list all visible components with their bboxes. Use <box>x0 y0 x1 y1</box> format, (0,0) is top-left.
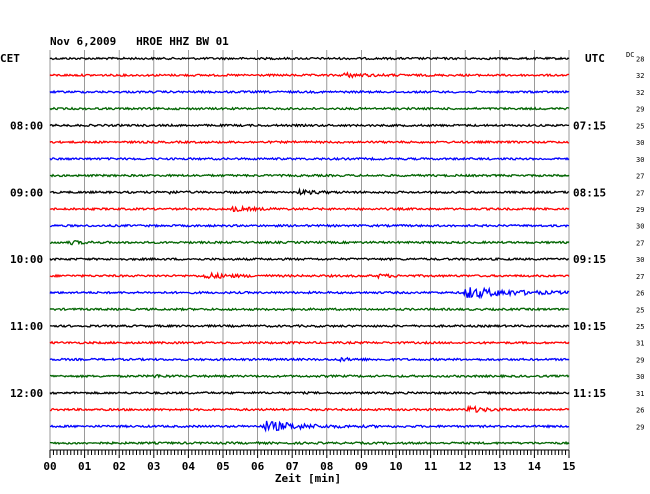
x-tick-label: 01 <box>78 460 92 473</box>
trace-row-1 <box>49 71 570 79</box>
x-tick-label: 14 <box>528 460 542 473</box>
trace-row-5 <box>49 139 570 145</box>
dc-offset-value: 31 <box>636 390 644 398</box>
trace-row-15 <box>49 306 570 312</box>
trace-row-19 <box>49 373 570 379</box>
x-tick-label: 13 <box>493 460 506 473</box>
trace-row-11 <box>49 240 570 246</box>
left-time-label: 10:00 <box>10 253 43 266</box>
x-tick-label: 06 <box>251 460 265 473</box>
trace-layer <box>49 56 570 446</box>
x-tick-label: 10 <box>389 460 402 473</box>
x-tick-label: 09 <box>355 460 368 473</box>
left-time-label: 11:00 <box>10 320 43 333</box>
x-tick-label: 07 <box>286 460 299 473</box>
trace-row-2 <box>49 89 570 95</box>
dc-offset-value: 25 <box>636 323 644 331</box>
trace-row-20 <box>49 390 570 396</box>
trace-row-3 <box>49 106 570 111</box>
dc-offset-value: 27 <box>636 239 644 247</box>
right-zone-label: UTC <box>585 52 605 65</box>
right-time-label: 08:15 <box>573 186 606 199</box>
x-tick-label: 04 <box>182 460 196 473</box>
dc-offset-value: 32 <box>636 72 644 80</box>
trace-row-22 <box>49 420 570 433</box>
left-time-label: 08:00 <box>10 119 43 132</box>
x-tick-label: 05 <box>216 460 229 473</box>
dc-offset-value: 30 <box>636 156 644 164</box>
trace-row-8 <box>49 187 570 196</box>
label-layer: 00 01 02 03 04 05 06 07 08 09 10 11 12 13 14 15 08:00 09:… <box>10 56 644 474</box>
x-tick-label: 00 <box>43 460 56 473</box>
dc-offset-value: 27 <box>636 173 644 181</box>
trace-row-0 <box>49 56 570 61</box>
chart-title: Nov 6,2009 HROE HHZ BW 01 <box>50 35 229 48</box>
x-axis-label: Zeit [min] <box>275 472 341 485</box>
dc-offset-value: 28 <box>636 56 644 64</box>
x-tick-label: 03 <box>147 460 160 473</box>
trace-row-9 <box>49 204 570 213</box>
x-tick-label: 11 <box>424 460 438 473</box>
right-time-label: 10:15 <box>573 320 606 333</box>
left-time-label: 12:00 <box>10 387 43 400</box>
dc-offset-value: 31 <box>636 340 644 348</box>
dc-offset-value: 27 <box>636 189 644 197</box>
trace-row-23 <box>49 440 570 446</box>
dc-offset-value: 27 <box>636 273 644 281</box>
trace-row-10 <box>50 223 570 228</box>
trace-row-13 <box>49 271 570 280</box>
left-time-label: 09:00 <box>10 186 43 199</box>
dc-offset-value: 26 <box>636 290 644 298</box>
x-tick-label: 08 <box>320 460 333 473</box>
dc-offset-value: 29 <box>636 356 644 364</box>
left-zone-label: CET <box>0 52 20 65</box>
trace-row-16 <box>49 323 570 329</box>
dc-offset-value: 25 <box>636 122 644 130</box>
trace-row-18 <box>49 356 570 363</box>
trace-row-4 <box>49 123 570 128</box>
dc-offset-value: 29 <box>636 423 644 431</box>
trace-row-7 <box>49 173 570 178</box>
right-time-label: 09:15 <box>573 253 606 266</box>
grid-layer <box>49 50 570 458</box>
trace-row-14 <box>49 286 570 300</box>
trace-row-21 <box>49 404 570 413</box>
right-time-label: 11:15 <box>573 387 606 400</box>
right-time-label: 07:15 <box>573 119 606 132</box>
dc-label: DC <box>626 51 634 59</box>
x-tick-label: 15 <box>562 460 575 473</box>
dc-offset-value: 30 <box>636 256 644 264</box>
trace-row-6 <box>49 156 570 161</box>
trace-row-17 <box>49 340 570 345</box>
trace-row-12 <box>49 256 570 262</box>
dc-offset-value: 29 <box>636 106 644 114</box>
dc-offset-value: 32 <box>636 89 644 97</box>
dc-offset-value: 25 <box>636 306 644 314</box>
dc-offset-value: 30 <box>636 223 644 231</box>
dc-offset-value: 29 <box>636 206 644 214</box>
x-tick-label: 02 <box>113 460 126 473</box>
x-tick-label: 12 <box>459 460 472 473</box>
dc-offset-value: 30 <box>636 139 644 147</box>
dc-offset-value: 26 <box>636 407 644 415</box>
dc-offset-value: 30 <box>636 373 644 381</box>
